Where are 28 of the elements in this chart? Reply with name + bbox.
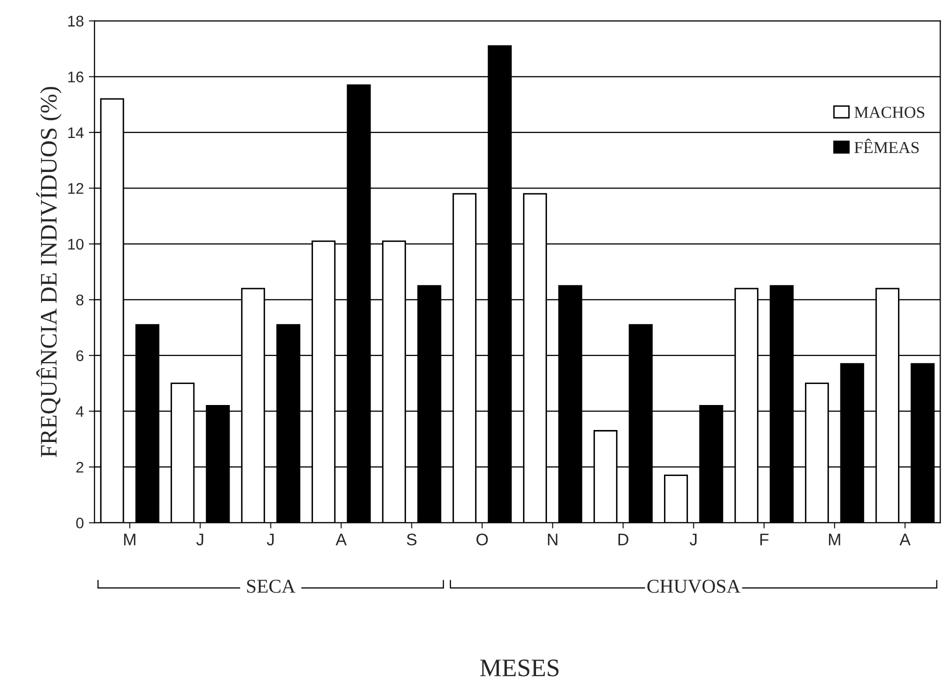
x-axis-title: MESES — [480, 660, 558, 676]
y-tick-label: 14 — [68, 127, 84, 138]
text: SECA — [247, 580, 296, 593]
x-tick-label: J — [266, 534, 274, 546]
x-tick-label: F — [760, 534, 768, 546]
x-tick-label: N — [548, 534, 558, 546]
x-tick-label: O — [476, 534, 488, 546]
legend-label: MACHOS — [854, 106, 924, 118]
y-tick-label: 16 — [68, 72, 84, 82]
x-tick-label: J — [196, 534, 204, 546]
x-tick-label: M — [828, 534, 840, 546]
text: CHUVOSA — [647, 580, 740, 593]
x-tick-label: A — [336, 534, 347, 546]
y-tick-label: 12 — [68, 183, 84, 194]
x-tick-label: J — [690, 534, 697, 546]
y-tick-label: 6 — [76, 350, 84, 362]
y-tick-label: 8 — [76, 294, 84, 306]
x-tick-label: A — [900, 534, 911, 546]
y-axis-title: FREQUÊNCIA DE INDIVÍDUOS (%) — [36, 86, 62, 458]
y-tick-label: 0 — [76, 518, 84, 528]
x-tick-label: D — [618, 534, 628, 546]
y-tick-label: 10 — [68, 238, 84, 250]
y-tick-label: 18 — [68, 16, 84, 27]
y-tick-label: 4 — [76, 406, 84, 417]
x-tick-label: M — [124, 534, 136, 546]
legend-label: FÊMEAS — [854, 138, 919, 154]
x-tick-label: S — [406, 534, 416, 546]
y-tick-label: 2 — [76, 462, 84, 473]
